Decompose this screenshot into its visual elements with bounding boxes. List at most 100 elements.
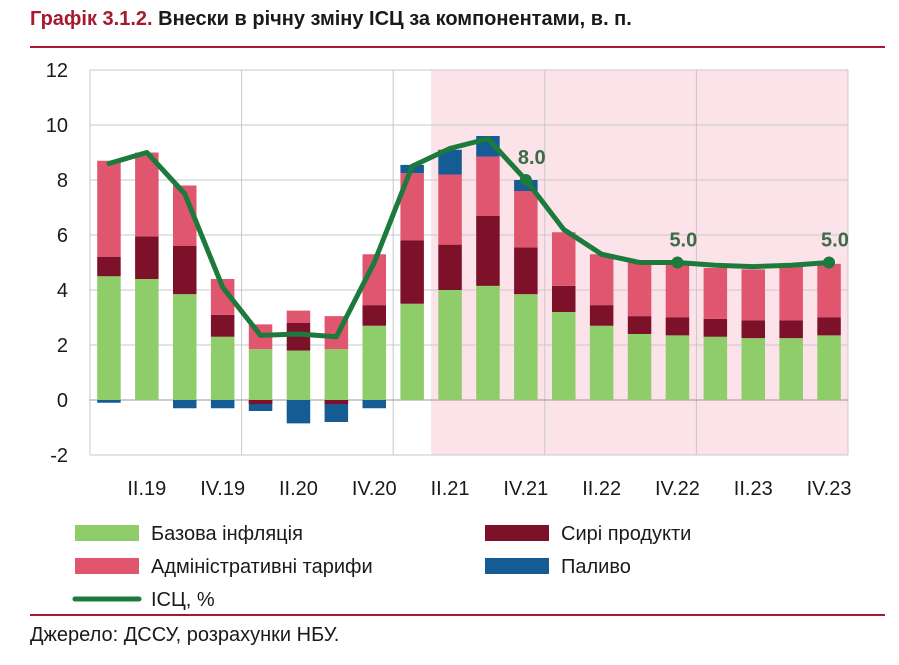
bar-raw [286, 323, 311, 351]
bar-fuel [324, 400, 349, 422]
bar-core [817, 335, 841, 400]
bar-raw-negative [324, 400, 349, 405]
bar-core [779, 338, 803, 400]
bar-fuel [210, 400, 235, 409]
bar-raw [97, 257, 121, 277]
bar-core [248, 349, 273, 400]
bar-core [97, 276, 121, 400]
chart-legend: Базова інфляція Сирі продукти Адміністрати… [72, 523, 691, 610]
bar-admin [552, 232, 576, 286]
bar-core [173, 294, 197, 400]
cpi-line-layer: 8.0 5.0 5.0 [106, 136, 849, 340]
bar-fuel [286, 400, 311, 424]
y-tick-label: 10 [46, 115, 68, 137]
bar-raw [703, 318, 728, 337]
bar-admin [173, 185, 197, 246]
cpi-point-marker [671, 256, 684, 269]
legend-swatch-fuel [485, 558, 549, 574]
cpi-point-marker [519, 174, 532, 186]
y-tick-label: 8 [57, 170, 68, 192]
chart-title: Графік 3.1.2. Внески в річну зміну ІСЦ з… [30, 8, 632, 31]
bar-raw-negative [248, 400, 273, 405]
cpi-line [106, 136, 832, 340]
bar-raw [589, 305, 614, 326]
bar-admin [779, 266, 803, 321]
bar-raw [362, 305, 386, 326]
bar-core [286, 350, 311, 400]
chart-axes: -2 0 2 4 6 8 10 12 II.19 IV.19 II.20 IV.20 II.21 IV.2… [46, 60, 852, 500]
y-tick-label: 2 [57, 335, 68, 357]
cpi-data-label: 5.0 [669, 230, 697, 252]
bar-core [552, 312, 576, 400]
source-note: Джерело: ДССУ, розрахунки НБУ. [30, 624, 340, 646]
chart-title-main: Внески в річну зміну ІСЦ за компонентами… [158, 8, 632, 30]
x-tick-label: II.23 [734, 478, 773, 500]
bar-raw [627, 316, 652, 334]
bar-admin [514, 191, 538, 248]
legend-swatch-core [75, 525, 139, 541]
legend-swatch-raw [485, 525, 549, 541]
cpi-data-label: 5.0 [821, 230, 849, 252]
bar-fuel [173, 400, 197, 409]
bar-admin [362, 254, 386, 306]
y-tick-label: -2 [50, 445, 68, 467]
bar-core [476, 285, 500, 400]
legend-label-admin: Адміністративні тарифи [151, 556, 373, 578]
bar-core [135, 279, 159, 400]
bar-fuel [362, 400, 386, 409]
y-tick-label: 0 [57, 390, 68, 412]
bar-raw [173, 246, 197, 295]
bar-admin [286, 310, 311, 323]
bar-raw [665, 317, 690, 336]
bar-raw [817, 317, 841, 336]
bar-raw [400, 240, 424, 304]
bar-raw [438, 244, 462, 290]
x-tick-label: IV.22 [655, 478, 700, 500]
x-tick-label: II.20 [279, 478, 318, 500]
bar-admin [97, 160, 121, 257]
bar-admin [741, 269, 765, 321]
bar-raw [210, 314, 235, 337]
x-tick-label: IV.20 [352, 478, 397, 500]
legend-label-raw: Сирі продукти [561, 523, 691, 545]
bar-raw [476, 215, 500, 286]
x-tick-label: IV.19 [200, 478, 245, 500]
source-rule [30, 614, 885, 616]
bar-core [589, 325, 614, 400]
bar-admin [438, 174, 462, 245]
bar-admin [135, 152, 159, 237]
bar-core [438, 290, 462, 400]
bar-core [665, 335, 690, 400]
bar-admin [817, 263, 841, 318]
bar-core [324, 349, 349, 400]
cpi-contribution-chart: 8.0 5.0 5.0 -2 0 2 4 6 8 10 12 II.19 IV.19 II.20 IV.2… [46, 60, 852, 610]
x-tick-label: II.21 [431, 478, 470, 500]
cpi-data-label: 8.0 [518, 147, 546, 169]
legend-label-fuel: Паливо [561, 556, 631, 578]
bar-fuel [248, 400, 273, 411]
cpi-point-marker [823, 256, 836, 269]
title-rule [30, 46, 885, 48]
chart-title-prefix: Графік 3.1.2. [30, 8, 153, 30]
bar-admin [665, 263, 690, 318]
bar-raw [779, 320, 803, 339]
bar-admin [210, 279, 235, 315]
bar-core [514, 294, 538, 400]
y-tick-label: 4 [57, 280, 68, 302]
bar-admin [589, 254, 614, 306]
bar-core [362, 325, 386, 400]
x-tick-label: II.19 [127, 478, 166, 500]
chart-bars [97, 136, 841, 424]
bar-raw [514, 247, 538, 295]
bar-core [400, 303, 424, 400]
x-tick-label: II.22 [582, 478, 621, 500]
bar-admin [476, 156, 500, 216]
bar-raw [741, 320, 765, 339]
legend-label-cpi: ІСЦ, % [151, 589, 215, 610]
y-tick-label: 12 [46, 60, 68, 82]
bar-fuel [97, 400, 121, 403]
x-tick-label: IV.21 [503, 478, 548, 500]
bar-fuel [438, 149, 462, 175]
bar-core [627, 334, 652, 400]
bar-raw [135, 236, 159, 279]
